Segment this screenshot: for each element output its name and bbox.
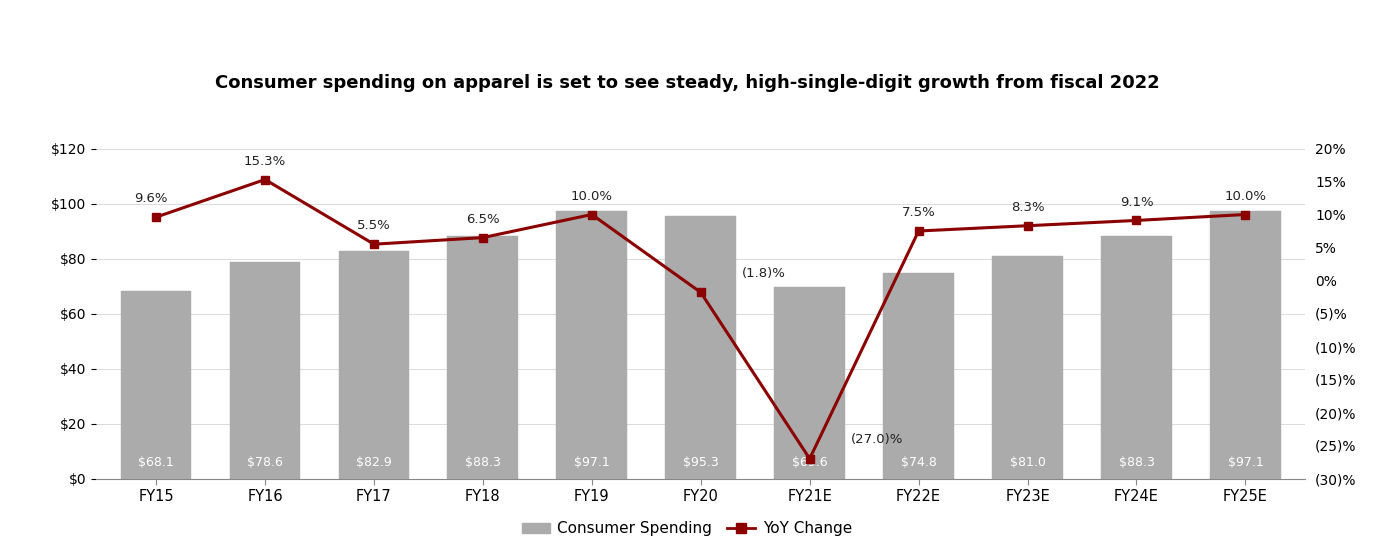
Bar xyxy=(229,262,301,478)
Text: 9.6%: 9.6% xyxy=(133,192,168,205)
Bar xyxy=(448,235,518,478)
Text: $74.8: $74.8 xyxy=(901,456,937,469)
Text: $81.0: $81.0 xyxy=(1010,456,1046,469)
Text: $69.6: $69.6 xyxy=(791,456,827,469)
Text: $88.3: $88.3 xyxy=(464,456,500,469)
Text: $68.1: $68.1 xyxy=(139,456,174,469)
Bar xyxy=(665,217,736,478)
Bar xyxy=(992,256,1063,478)
Text: 5.5%: 5.5% xyxy=(357,219,390,232)
Text: $82.9: $82.9 xyxy=(356,456,392,469)
Text: (27.0)%: (27.0)% xyxy=(851,432,904,446)
Bar xyxy=(121,292,191,478)
Text: $88.3: $88.3 xyxy=(1118,456,1154,469)
Text: Consumer spending on apparel is set to see steady, high-single-digit growth from: Consumer spending on apparel is set to s… xyxy=(214,74,1160,91)
Bar xyxy=(1210,212,1281,478)
Text: 15.3%: 15.3% xyxy=(245,155,286,168)
Bar xyxy=(775,287,845,478)
Text: $78.6: $78.6 xyxy=(247,456,283,469)
Bar xyxy=(556,212,627,478)
Bar xyxy=(1101,235,1172,478)
Text: 6.5%: 6.5% xyxy=(466,213,500,225)
Legend: Consumer Spending, YoY Change: Consumer Spending, YoY Change xyxy=(517,515,857,542)
Text: $97.1: $97.1 xyxy=(574,456,610,469)
Bar xyxy=(883,273,954,478)
Text: $95.3: $95.3 xyxy=(683,456,719,469)
Text: $97.1: $97.1 xyxy=(1227,456,1263,469)
Text: 10.0%: 10.0% xyxy=(570,190,613,202)
Bar xyxy=(338,250,409,478)
Text: 9.1%: 9.1% xyxy=(1120,196,1153,208)
Text: 7.5%: 7.5% xyxy=(901,206,936,219)
Text: (1.8)%: (1.8)% xyxy=(742,267,786,280)
Text: 8.3%: 8.3% xyxy=(1011,201,1044,214)
Text: 10.0%: 10.0% xyxy=(1224,190,1267,202)
